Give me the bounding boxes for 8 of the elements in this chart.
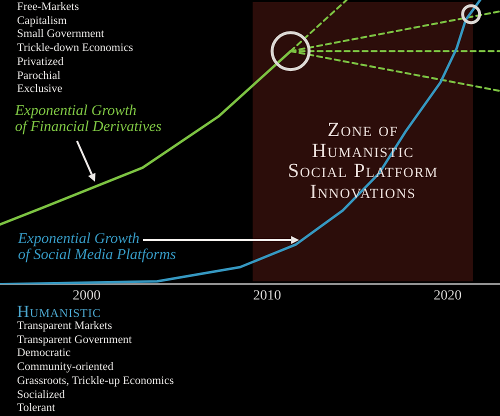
series-label: Exponential Growth of Social Media Platforms [18,231,176,263]
series-label: Exponential Growth of Financial Derivatives [15,103,162,135]
text: Transparent Markets Transparent Government Democratic Community-oriented Grassroots, Trickle-up Economics Socialized Tolerant [17,320,174,416]
x-tick-label: 2020 [434,288,462,304]
annotation: Free-Markets Capitalism Small Government Trickle-down Economics Privatized Parochial Exclusive [17,1,134,97]
x-tick-label: 2010 [253,288,282,304]
x-tick-label: 2000 [72,288,101,304]
text: Humanistic [17,302,101,321]
